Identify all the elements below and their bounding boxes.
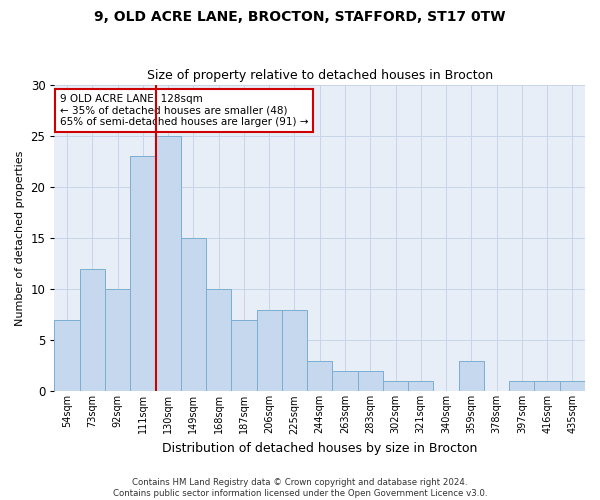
Bar (155, 136, 181, 392)
Bar (232, 320, 257, 392)
Bar (535, 381, 560, 392)
Bar (458, 360, 484, 392)
Bar (206, 289, 232, 392)
Bar (307, 360, 332, 392)
Bar (282, 310, 307, 392)
Bar (80, 268, 105, 392)
Bar (257, 310, 282, 392)
Bar (408, 381, 433, 392)
Bar (181, 238, 206, 392)
Text: 9, OLD ACRE LANE, BROCTON, STAFFORD, ST17 0TW: 9, OLD ACRE LANE, BROCTON, STAFFORD, ST1… (94, 10, 506, 24)
Bar (105, 289, 130, 392)
Bar (358, 371, 383, 392)
Bar (130, 156, 155, 392)
Bar (332, 371, 358, 392)
Text: 9 OLD ACRE LANE: 128sqm
← 35% of detached houses are smaller (48)
65% of semi-de: 9 OLD ACRE LANE: 128sqm ← 35% of detache… (60, 94, 308, 127)
Text: Contains HM Land Registry data © Crown copyright and database right 2024.
Contai: Contains HM Land Registry data © Crown c… (113, 478, 487, 498)
Bar (383, 381, 408, 392)
Bar (560, 381, 585, 392)
Bar (509, 381, 535, 392)
Title: Size of property relative to detached houses in Brocton: Size of property relative to detached ho… (146, 69, 493, 82)
Bar (55, 320, 80, 392)
Y-axis label: Number of detached properties: Number of detached properties (15, 150, 25, 326)
X-axis label: Distribution of detached houses by size in Brocton: Distribution of detached houses by size … (162, 442, 478, 455)
